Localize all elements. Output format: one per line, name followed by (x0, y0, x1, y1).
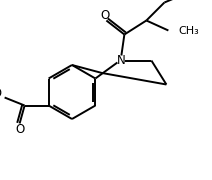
Text: CH₃: CH₃ (178, 26, 199, 37)
Text: O: O (101, 9, 110, 22)
Text: O: O (15, 123, 24, 136)
Text: N: N (117, 54, 126, 67)
Text: HO: HO (0, 87, 3, 100)
